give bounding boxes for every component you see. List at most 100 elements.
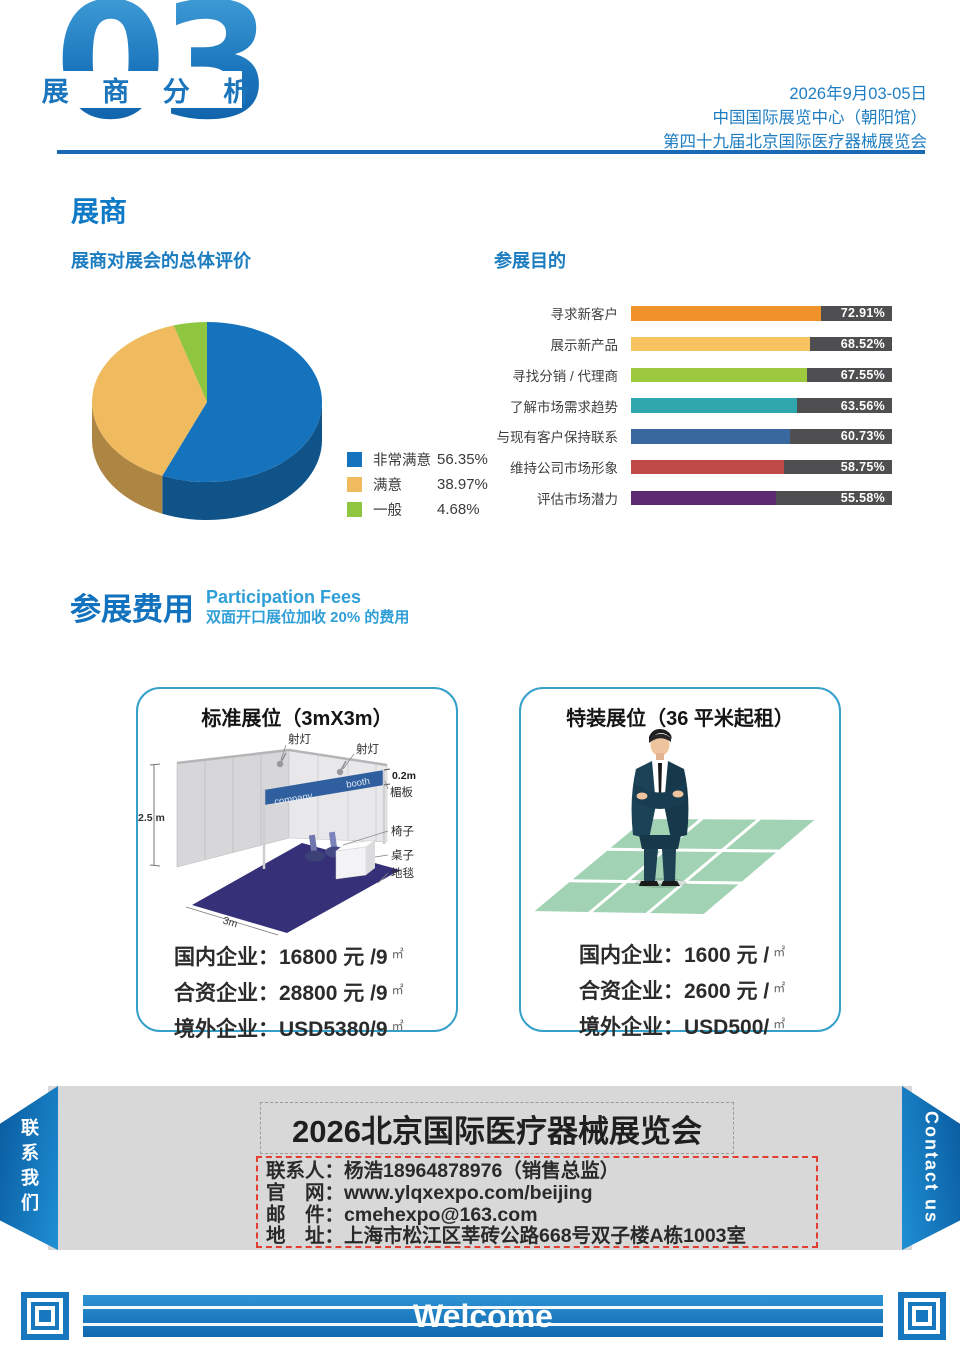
standard-booth-title: 标准展位（3mX3m） [201, 708, 393, 730]
contact-ribbon-en-text: Contact us [921, 1111, 942, 1225]
bar-category-label: 与现有客户保持联系 [496, 430, 619, 446]
bar-row: 与现有客户保持联系 60.73% [492, 429, 892, 446]
footer-logo-left [21, 1292, 69, 1340]
event-info: 2026年9月03-05日 中国国际展览中心（朝阳馆） 第四十九届北京国际医疗器… [663, 82, 927, 154]
chair-seat [305, 850, 325, 862]
footer-welcome-text: Welcome [413, 1297, 553, 1334]
price-line: 国内企业：16800 元 /9 ㎡ [174, 946, 404, 969]
table-front [335, 846, 367, 880]
purpose-bar-chart: 寻求新客户 72.91% 展示新产品 68.52% 寻找分销 / 代理商 67.55% 了解… [492, 306, 892, 522]
event-date: 2026年9月03-05日 [789, 85, 927, 103]
custom-booth-title: 特装展位（36 平米起租） [566, 708, 794, 730]
bar-value-label: 67.55% [840, 367, 885, 382]
bar-row: 评估市场潜力 55.58% [492, 490, 892, 508]
legend-swatch [347, 477, 362, 492]
bar-value-label: 60.73% [840, 429, 885, 444]
bar-fill [631, 336, 810, 352]
bar-fill [631, 398, 797, 413]
fees-section-title: 参展费用 [70, 592, 194, 627]
dimension-height-label: 2.5 m [138, 812, 165, 824]
event-name: 第四十九届北京国际医疗器械展览会 [663, 133, 927, 151]
bar-track: 72.91% [631, 306, 892, 321]
price-line: 国内企业：1600 元 / ㎡ [579, 944, 786, 967]
businessman-figure [631, 729, 689, 886]
contact-ribbon-en: Contact us [902, 1086, 960, 1250]
bar-category-label: 展示新产品 [550, 338, 619, 354]
legend-item-very-satisfied: 非常满意 56.35% [347, 448, 488, 471]
bar-fill [631, 306, 822, 321]
bar-category-label: 寻求新客户 [550, 307, 619, 323]
satisfaction-pie-chart [91, 322, 322, 520]
footer-line [83, 1306, 883, 1309]
bar-fill [631, 490, 777, 506]
section-title: 展 商 分 析 [41, 77, 264, 107]
standard-booth-card: 标准展位（3mX3m） company booth [136, 687, 458, 1041]
spotlight-label-1: 射灯 [288, 732, 311, 746]
price-line: 合资企业：28800 元 /9 ㎡ [174, 982, 404, 1005]
bar-value-label: 63.56% [840, 398, 885, 413]
contact-website-row: 官 网：www.ylqxexpo.com/beijing [266, 1181, 593, 1204]
chair-back [328, 831, 338, 850]
fascia-height-label: 0.2m [392, 770, 416, 782]
legend-value: 56.35% [437, 451, 488, 468]
legend-item-satisfied: 满意 38.97% [347, 473, 488, 496]
price-line: 境外企业：USD5380/9 ㎡ [174, 1018, 404, 1041]
bar-track: 63.56% [631, 398, 892, 413]
custom-booth-card: 特装展位（36 平米起租） [519, 687, 841, 1039]
standard-booth-prices: 国内企业：16800 元 /9 ㎡ 合资企业：28800 元 /9 ㎡ 境外企业：U… [174, 941, 404, 1049]
bar-category-label: 评估市场潜力 [537, 492, 618, 508]
bar-row: 寻找分销 / 代理商 67.55% [492, 367, 892, 384]
bar-track: 55.58% [631, 490, 892, 506]
bar-value-label: 72.91% [840, 306, 885, 321]
pie-legend: 非常满意 56.35% 满意 38.97% 一般 4.68% [347, 448, 488, 523]
booth-top-rail [176, 748, 388, 767]
bar-track: 58.75% [631, 459, 892, 475]
bar-chart-title: 参展目的 [494, 251, 566, 271]
contact-ribbon-cn: 联系我们 [0, 1086, 58, 1250]
custom-booth-prices: 国内企业：1600 元 / ㎡ 合资企业：2600 元 / ㎡ 境外企业：USD50… [579, 939, 785, 1047]
bar-track: 67.55% [631, 367, 892, 383]
bar-fill [631, 367, 808, 383]
contact-email-row: 邮 件：cmehexpo@163.com [266, 1203, 538, 1226]
dimension-width-label: 3m [221, 915, 239, 931]
bar-value-label: 55.58% [840, 491, 885, 506]
pie-chart-title: 展商对展会的总体评价 [71, 251, 251, 271]
contact-title: 2026北京国际医疗器械展览会 [260, 1102, 734, 1154]
fascia-booth-text: booth [345, 776, 370, 791]
contact-banner [48, 1086, 912, 1250]
fees-subtitle-cn: 双面开口展位加收 20% 的费用 [206, 609, 410, 626]
legend-label: 满意 [373, 478, 402, 494]
legend-value: 38.97% [437, 476, 488, 493]
section-title-band: 展 商 分 析 [42, 71, 250, 108]
spotlight [336, 768, 344, 776]
bar-track: 68.52% [631, 336, 892, 352]
contact-details-box: 联系人：杨浩18964878976（销售总监） 官 网：www.ylqxexpo… [256, 1156, 818, 1248]
legend-value: 4.68% [437, 501, 480, 518]
section-number: 03 [55, 0, 272, 142]
event-venue: 中国国际展览中心（朝阳馆） [712, 109, 928, 127]
contact-ribbon-cn-text: 联系我们 [19, 1118, 39, 1218]
spotlight-label-2: 射灯 [356, 742, 379, 756]
booth-diagram: company booth 2.5 m 3m 射灯 射灯 [138, 732, 416, 936]
legend-item-average: 一般 4.68% [347, 498, 488, 521]
fascia-label: 楣板 [390, 785, 413, 799]
contact-person-row: 联系人：杨浩18964878976（销售总监） [266, 1160, 620, 1182]
footer-bar: Welcome [83, 1295, 883, 1337]
bar-track: 60.73% [631, 429, 892, 444]
table-side [366, 840, 375, 875]
bar-category-label: 了解市场需求趋势 [510, 399, 618, 415]
table-label: 桌子 [391, 849, 414, 862]
bar-row: 展示新产品 68.52% [492, 336, 892, 354]
bar-row: 了解市场需求趋势 63.56% [492, 398, 892, 415]
price-line: 境外企业：USD500/㎡ [579, 1016, 786, 1039]
carpet-label: 地毯 [391, 866, 414, 880]
bar-value-label: 58.75% [840, 460, 885, 475]
legend-swatch [347, 452, 362, 467]
bar-fill [631, 429, 790, 444]
bar-category-label: 寻找分销 / 代理商 [512, 368, 618, 384]
exhibitor-section-title: 展商 [71, 196, 128, 227]
legend-swatch [347, 502, 362, 517]
bar-row: 维持公司市场形象 58.75% [492, 459, 892, 476]
price-line: 合资企业：2600 元 / ㎡ [579, 980, 786, 1003]
